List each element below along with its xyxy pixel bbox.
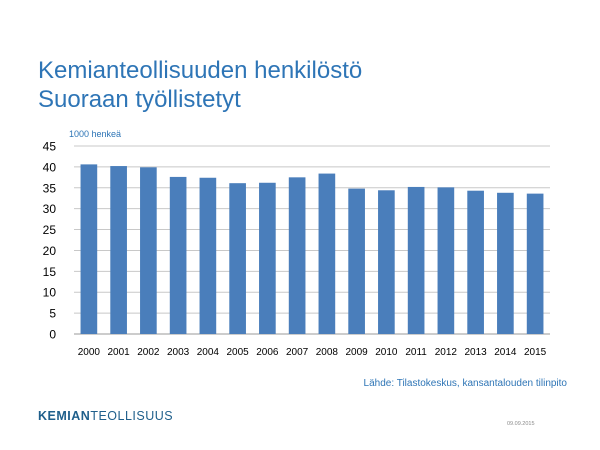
y-tick-label: 0 [49, 328, 56, 342]
y-tick-label: 5 [49, 307, 56, 321]
kemianteollisuus-logo: KEMIANTEOLLISUUS [38, 409, 173, 423]
y-tick-label: 15 [43, 265, 57, 279]
x-tick-label: 2010 [375, 347, 398, 358]
y-tick-label: 25 [43, 223, 57, 237]
bar-2006 [259, 182, 276, 334]
x-tick-label: 2013 [465, 347, 488, 358]
y-tick-label: 40 [43, 160, 57, 174]
bar-2010 [378, 190, 395, 334]
slide-title: Kemianteollisuuden henkilöstö Suoraan ty… [38, 56, 362, 114]
bar-2004 [199, 177, 217, 334]
bar-2000 [80, 164, 98, 334]
bar-2002 [140, 167, 157, 334]
y-tick-label: 30 [43, 202, 57, 216]
y-tick-label: 20 [43, 244, 57, 258]
x-tick-labels: 2000 2001 2002 2003 2004 2005 2006 2007 2008 2009… [78, 347, 547, 358]
logo-word-teollisuus: TEOLLISUUS [90, 409, 174, 423]
x-tick-label: 2002 [137, 347, 160, 358]
x-tick-label: 2011 [405, 347, 427, 358]
bar-2005 [229, 183, 246, 334]
y-tick-label: 35 [43, 181, 57, 195]
y-tick-labels: 0 5 10 15 20 25 30 35 40 45 [43, 140, 57, 342]
bar-2001 [110, 166, 127, 334]
bar-2009 [348, 188, 365, 334]
bar-2014 [497, 192, 514, 334]
x-tick-label: 2007 [286, 347, 309, 358]
bar-2003 [169, 176, 187, 334]
x-tick-label: 2012 [435, 347, 458, 358]
title-line-1: Kemianteollisuuden henkilöstö [38, 57, 363, 84]
bar-2007 [288, 177, 306, 334]
x-tick-label: 2000 [78, 347, 101, 358]
y-tick-label: 45 [43, 140, 57, 154]
bar-2011 [407, 186, 425, 334]
y-tick-label: 10 [43, 286, 57, 300]
x-tick-label: 2008 [316, 347, 339, 358]
bar-2013 [467, 190, 484, 334]
bar-2012 [437, 187, 455, 334]
x-tick-label: 2005 [227, 347, 250, 358]
x-tick-label: 2009 [346, 347, 369, 358]
x-tick-label: 2003 [167, 347, 190, 358]
title-line-2: Suoraan työllistetyt [38, 86, 241, 113]
x-tick-label: 2015 [524, 347, 547, 358]
slide-date: 09.09.2015 [507, 421, 535, 427]
x-tick-label: 2001 [108, 347, 131, 358]
logo-word-kemian: KEMIAN [38, 409, 91, 423]
x-tick-label: 2006 [256, 347, 279, 358]
x-tick-label: 2004 [197, 347, 220, 358]
bar-2008 [318, 173, 336, 334]
source-note: Lähde: Tilastokeskus, kansantalouden til… [363, 378, 567, 389]
y-axis-unit-label: 1000 henkeä [69, 129, 122, 139]
x-tick-label: 2014 [494, 347, 517, 358]
bars [80, 164, 544, 334]
bar-2015 [526, 193, 544, 334]
